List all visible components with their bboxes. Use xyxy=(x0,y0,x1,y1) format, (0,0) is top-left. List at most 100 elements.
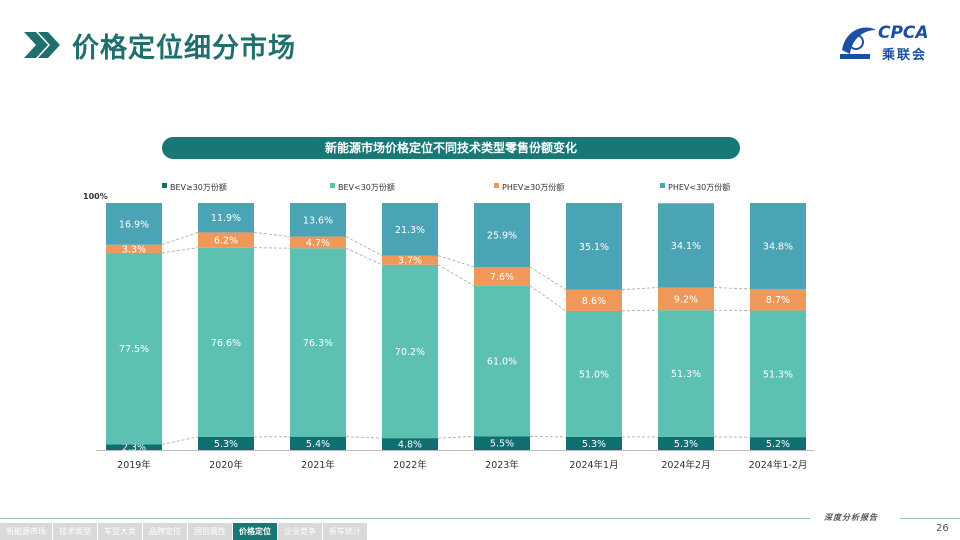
data-label: 76.3% xyxy=(303,338,333,349)
logo-cn: 乘联会 xyxy=(882,48,928,63)
series-connector xyxy=(437,436,475,439)
bar-segment xyxy=(290,436,346,450)
data-label: 5.2% xyxy=(766,439,790,450)
data-label: 34.8% xyxy=(763,241,793,252)
series-connector xyxy=(253,231,291,237)
series-connector xyxy=(437,264,475,287)
bar-segment xyxy=(750,203,806,289)
bar-segment xyxy=(474,266,530,286)
x-tick-label: 2023年 xyxy=(485,459,519,471)
nav-item[interactable]: 企业竞争 xyxy=(278,523,322,540)
bar-segment xyxy=(382,264,438,439)
series-connector xyxy=(713,287,751,290)
data-label: 8.6% xyxy=(582,296,606,307)
nav-item[interactable]: 品牌定位 xyxy=(143,523,187,540)
bar-segment xyxy=(198,232,254,248)
bar-segment xyxy=(566,310,622,437)
bar-segment xyxy=(658,203,714,288)
data-label: 16.9% xyxy=(119,219,149,230)
nav-item[interactable]: 技术类型 xyxy=(53,523,97,540)
x-tick-label: 2024年1月 xyxy=(569,459,618,471)
bar-segment xyxy=(106,203,162,245)
page-title: 价格定位细分市场 xyxy=(72,33,296,64)
data-label: 4.7% xyxy=(306,238,330,249)
bar-segment xyxy=(106,252,162,445)
data-label: 21.3% xyxy=(395,225,425,236)
series-connector xyxy=(345,436,383,439)
x-tick-label: 2024年1-2月 xyxy=(749,459,808,471)
data-label: 5.3% xyxy=(214,439,238,450)
data-label: 34.1% xyxy=(671,241,701,252)
footer-divider xyxy=(0,518,810,519)
legend-swatch xyxy=(330,183,335,188)
data-label: 61.0% xyxy=(487,357,517,368)
section-nav: 新能源市场 技术类型 车型大类 品牌定位 国别属性 价格定位 企业竞争 新车统计 xyxy=(0,523,368,540)
data-label: 51.0% xyxy=(579,369,609,380)
legend-swatch xyxy=(162,183,167,188)
bar-segment xyxy=(382,438,438,450)
bar-segment xyxy=(290,236,346,249)
data-label: 5.4% xyxy=(306,439,330,450)
nav-item[interactable]: 价格定位 xyxy=(233,523,277,540)
x-tick-label: 2022年 xyxy=(393,459,427,471)
bar-segment xyxy=(106,444,162,450)
nav-item[interactable]: 车型大类 xyxy=(98,523,142,540)
series-connector xyxy=(437,255,475,268)
chart-title: 新能源市场价格定位不同技术类型零售份额变化 xyxy=(162,137,740,159)
nav-item[interactable]: 新能源市场 xyxy=(0,523,52,540)
legend-label: BEV<30万份额 xyxy=(338,182,395,192)
data-label: 35.1% xyxy=(579,242,609,253)
data-label: 5.3% xyxy=(674,439,698,450)
bar-segment xyxy=(290,248,346,437)
bar-segment xyxy=(106,244,162,253)
bar-segment xyxy=(382,203,438,256)
y-top-label: 100% xyxy=(83,192,108,201)
data-label: 9.2% xyxy=(674,294,698,305)
series-connector xyxy=(161,247,199,254)
bar-segment xyxy=(198,247,254,437)
bar-segment xyxy=(198,436,254,450)
series-connector xyxy=(161,436,199,445)
series-connector xyxy=(529,266,567,291)
data-label: 8.7% xyxy=(766,295,790,306)
data-label: 25.9% xyxy=(487,230,517,241)
data-label: 3.7% xyxy=(398,256,422,267)
bar-segment xyxy=(382,255,438,265)
data-label: 11.9% xyxy=(211,213,241,224)
logo-text: CPCA xyxy=(878,23,929,43)
data-label: 13.6% xyxy=(303,215,333,226)
legend-swatch xyxy=(660,183,665,188)
data-label: 5.5% xyxy=(490,439,514,450)
bar-segment xyxy=(290,203,346,237)
bar-segment xyxy=(474,285,530,437)
bar-segment xyxy=(750,437,806,450)
data-label: 4.8% xyxy=(398,440,422,451)
data-label: 70.2% xyxy=(395,347,425,358)
data-label: 2.3% xyxy=(122,443,146,454)
data-label: 3.3% xyxy=(122,244,146,255)
legend-label: PHEV≥30万份额 xyxy=(502,182,564,192)
nav-item[interactable]: 国别属性 xyxy=(188,523,232,540)
bar-segment xyxy=(750,310,806,438)
nav-item[interactable]: 新车统计 xyxy=(323,523,367,540)
legend-swatch xyxy=(494,183,499,188)
x-tick-label: 2020年 xyxy=(209,459,243,471)
data-label: 7.6% xyxy=(490,272,514,283)
cpca-logo: CPCA 乘联会 xyxy=(836,20,940,64)
bar-segment xyxy=(566,203,622,290)
data-label: 51.3% xyxy=(671,369,701,380)
series-connector xyxy=(345,236,383,256)
series-connector xyxy=(529,285,567,312)
bar-segment xyxy=(658,287,714,311)
footer-tagline: 深度分析报告 xyxy=(824,513,878,522)
data-label: 76.6% xyxy=(211,338,241,349)
data-label: 51.3% xyxy=(763,369,793,380)
title-chevron-icon xyxy=(24,32,60,58)
series-connector xyxy=(621,287,659,291)
series-connector xyxy=(161,232,199,246)
bar-segment xyxy=(474,436,530,450)
series-connector xyxy=(345,247,383,266)
bar-segment xyxy=(658,436,714,450)
data-label: 77.5% xyxy=(119,344,149,355)
